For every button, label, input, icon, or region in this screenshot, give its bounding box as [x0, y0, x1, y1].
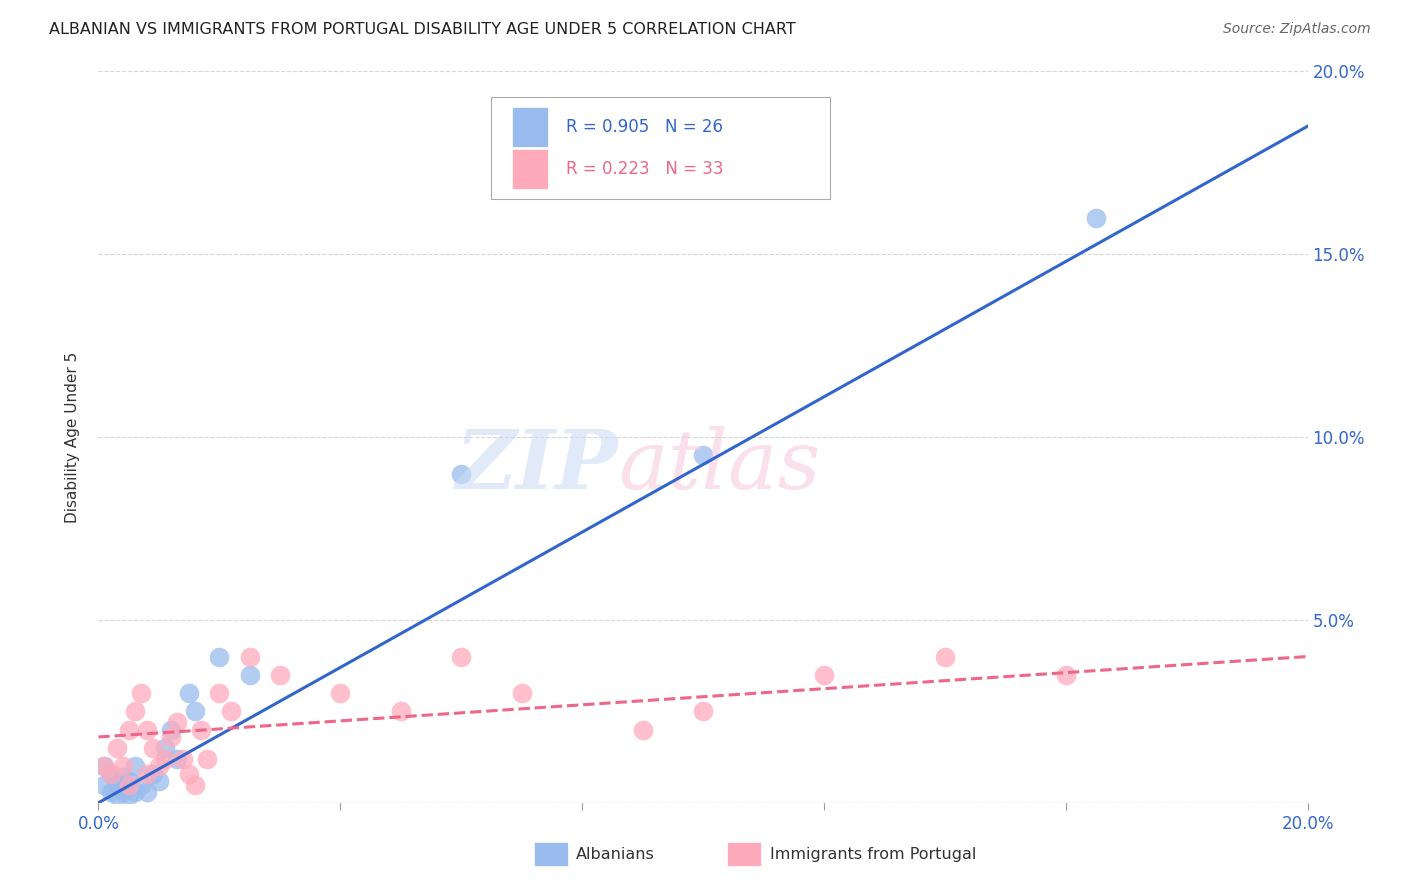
Text: Albanians: Albanians	[576, 847, 655, 862]
Point	[179, 766, 201, 780]
Point	[269, 667, 291, 681]
Y-axis label: Disability Age Under 5: Disability Age Under 5	[65, 351, 80, 523]
Point	[105, 789, 128, 803]
Point	[692, 448, 714, 462]
Point	[100, 766, 122, 780]
Point	[129, 686, 152, 700]
Text: atlas: atlas	[619, 426, 821, 507]
Text: R = 0.905   N = 26: R = 0.905 N = 26	[567, 119, 723, 136]
Point	[118, 723, 141, 737]
Point	[105, 740, 128, 755]
Point	[166, 752, 188, 766]
Point	[190, 723, 212, 737]
Text: ZIP: ZIP	[456, 426, 619, 507]
Point	[93, 759, 115, 773]
Point	[208, 649, 231, 664]
Point	[510, 686, 533, 700]
Point	[111, 770, 134, 784]
Point	[692, 705, 714, 719]
Point	[195, 752, 218, 766]
Point	[135, 723, 157, 737]
Point	[389, 705, 412, 719]
FancyBboxPatch shape	[492, 97, 830, 200]
Point	[124, 705, 146, 719]
Point	[153, 752, 176, 766]
Point	[166, 715, 188, 730]
Point	[160, 730, 183, 744]
Point	[1085, 211, 1108, 225]
Point	[813, 667, 835, 681]
Point	[208, 686, 231, 700]
Point	[135, 766, 157, 780]
Text: Source: ZipAtlas.com: Source: ZipAtlas.com	[1223, 22, 1371, 37]
Point	[184, 705, 207, 719]
Point	[179, 686, 201, 700]
Point	[124, 759, 146, 773]
Point	[129, 778, 152, 792]
Point	[221, 705, 243, 719]
Point	[184, 778, 207, 792]
Point	[100, 785, 122, 799]
FancyBboxPatch shape	[727, 842, 761, 866]
Text: Immigrants from Portugal: Immigrants from Portugal	[769, 847, 976, 862]
Point	[239, 667, 262, 681]
Point	[118, 778, 141, 792]
Point	[239, 649, 262, 664]
Text: ALBANIAN VS IMMIGRANTS FROM PORTUGAL DISABILITY AGE UNDER 5 CORRELATION CHART: ALBANIAN VS IMMIGRANTS FROM PORTUGAL DIS…	[49, 22, 796, 37]
Point	[1054, 667, 1077, 681]
Point	[124, 785, 146, 799]
Text: R = 0.223   N = 33: R = 0.223 N = 33	[567, 160, 724, 178]
FancyBboxPatch shape	[512, 107, 548, 147]
Point	[142, 766, 165, 780]
Point	[172, 752, 194, 766]
Point	[118, 789, 141, 803]
FancyBboxPatch shape	[534, 842, 568, 866]
Point	[450, 649, 472, 664]
Point	[153, 740, 176, 755]
Point	[329, 686, 352, 700]
Point	[148, 759, 170, 773]
Point	[450, 467, 472, 481]
Point	[148, 773, 170, 788]
Point	[111, 759, 134, 773]
FancyBboxPatch shape	[512, 149, 548, 189]
Point	[631, 723, 654, 737]
Point	[111, 785, 134, 799]
Point	[118, 773, 141, 788]
Point	[93, 759, 115, 773]
Point	[142, 740, 165, 755]
Point	[105, 778, 128, 792]
Point	[100, 766, 122, 780]
Point	[93, 778, 115, 792]
Point	[160, 723, 183, 737]
Point	[135, 785, 157, 799]
Point	[934, 649, 956, 664]
